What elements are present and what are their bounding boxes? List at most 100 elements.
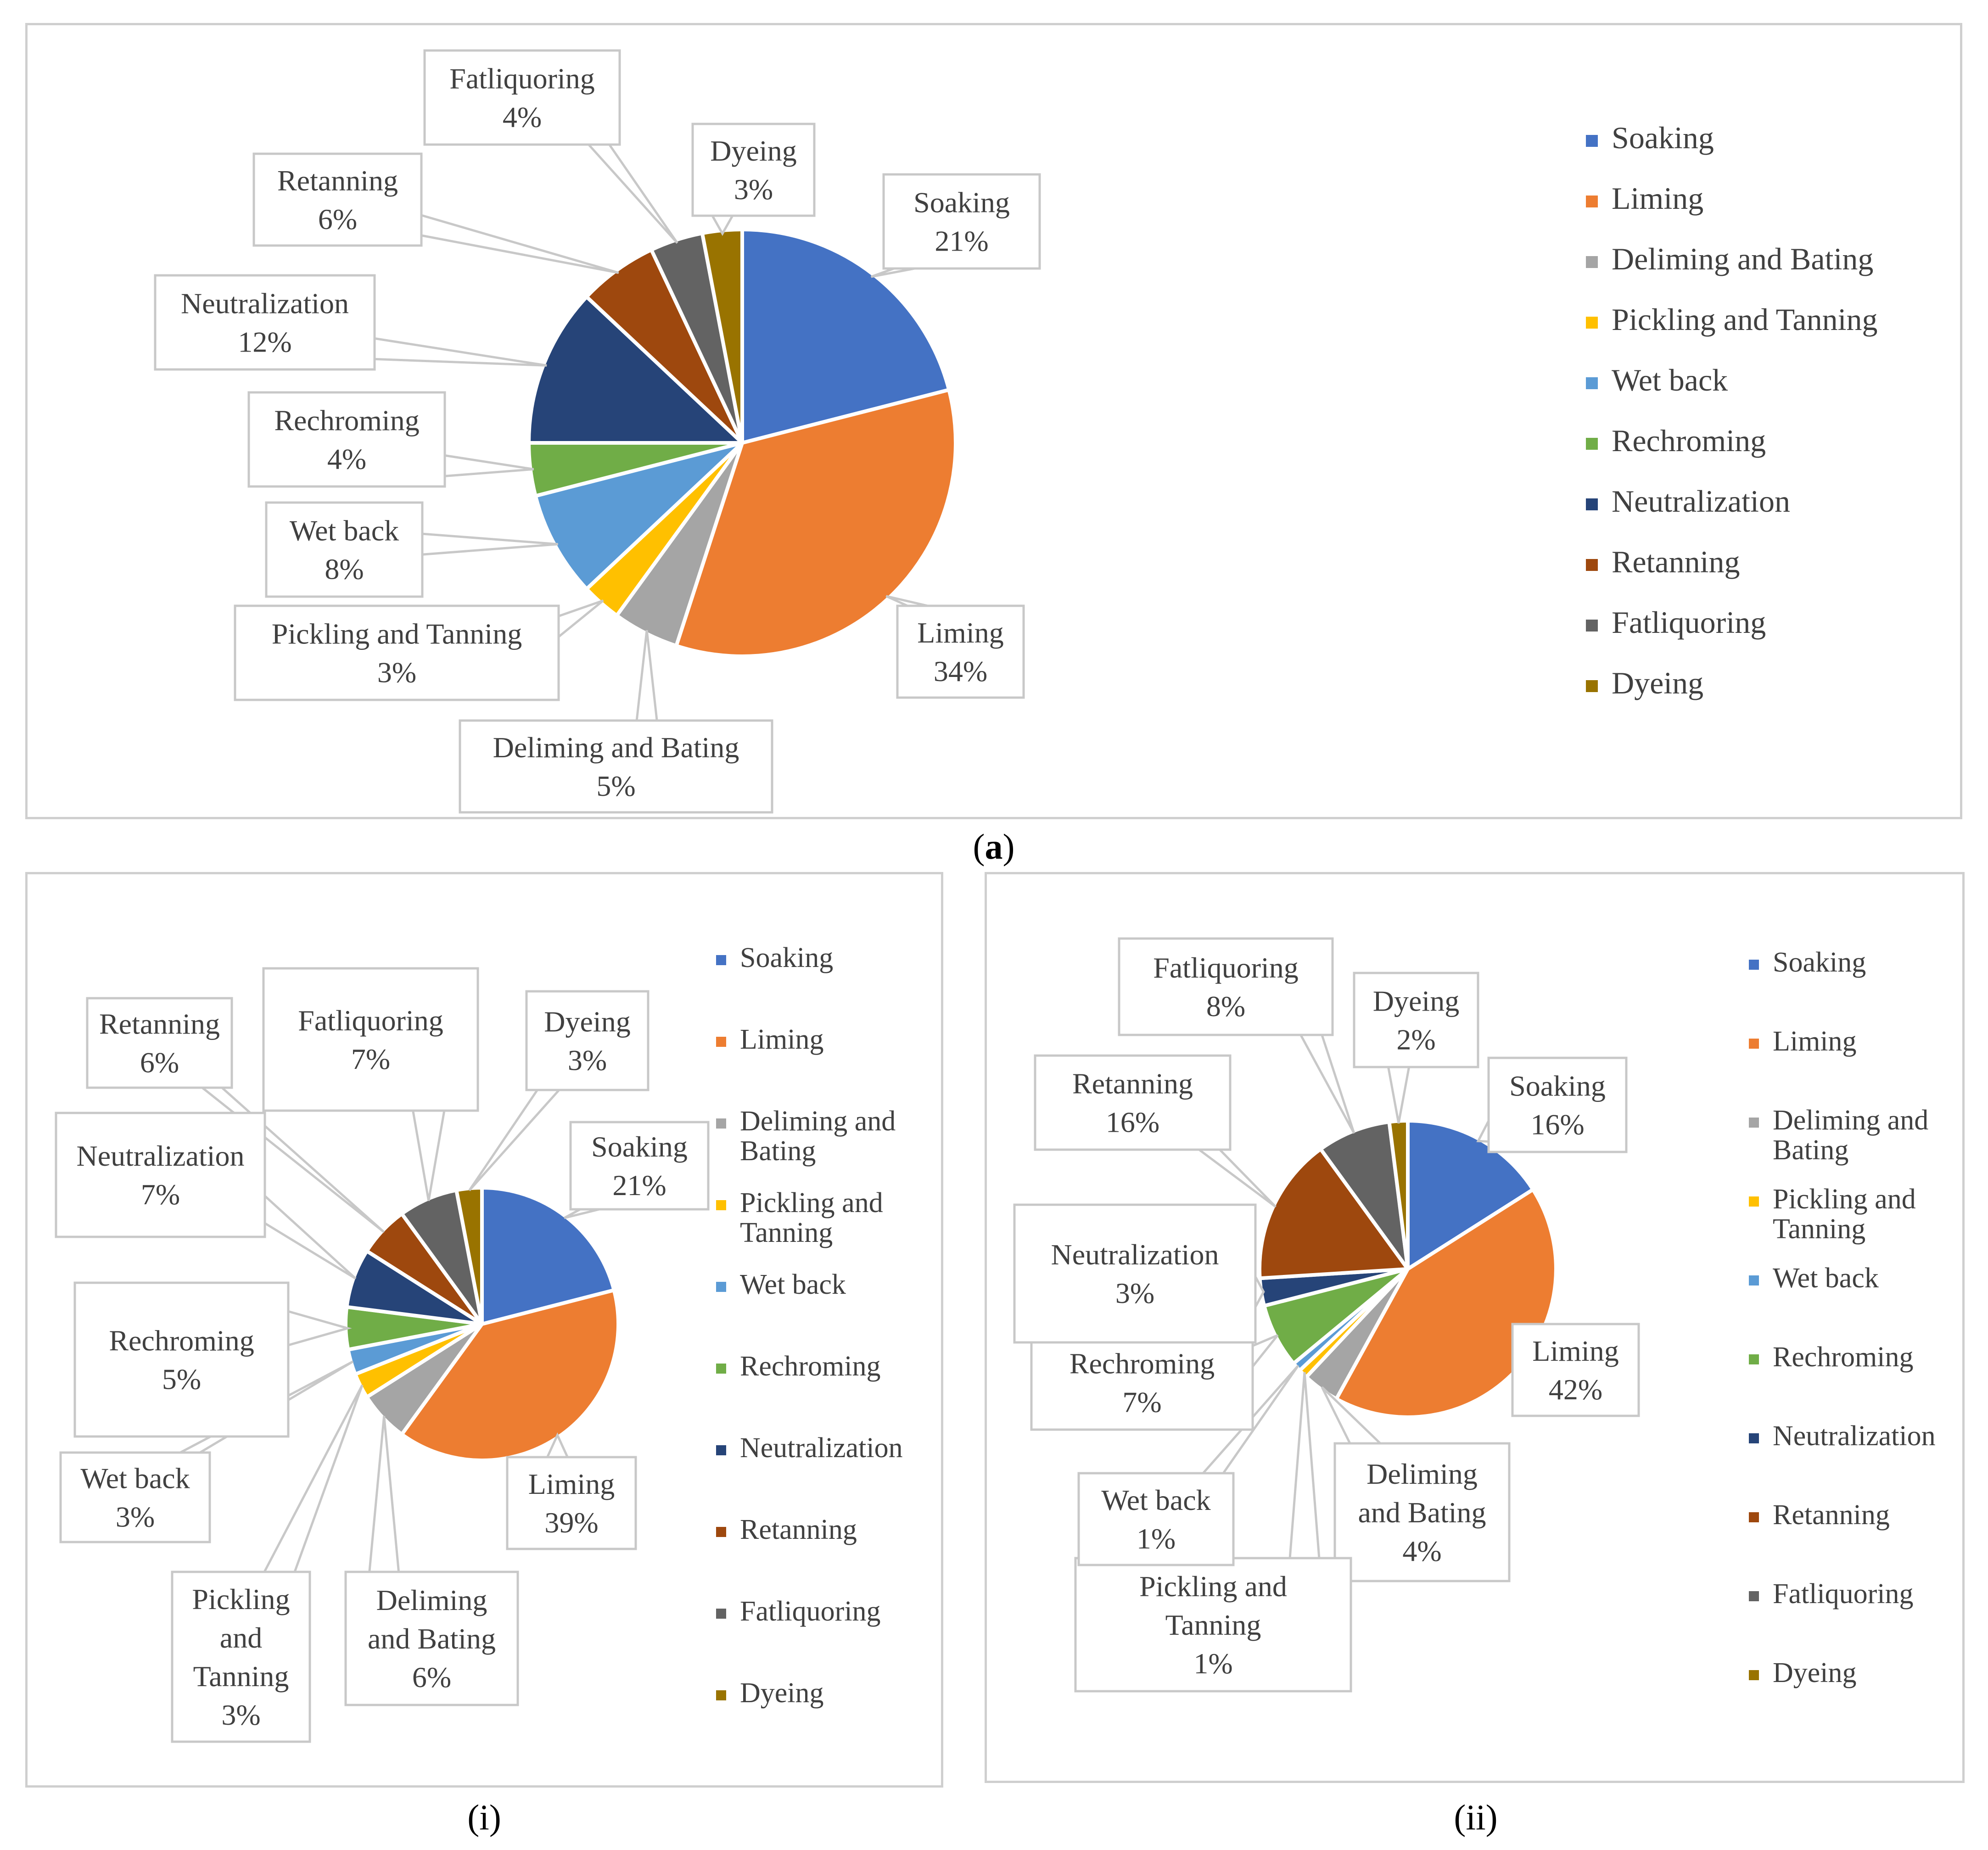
pie-slice-dyeing [454,1186,484,1326]
legend-item-neutralization: Neutralization [1586,485,1790,518]
data-label-wet-back: Wet back 8% [290,514,399,585]
callout-box-fatliquoring [423,49,621,146]
legend-swatch-deliming-and-bating [1586,256,1598,268]
callout-box-soaking [882,173,1041,270]
legend-item-liming: Liming [716,1024,824,1055]
data-label-line: 7% [351,1043,390,1075]
leader-line-soaking [564,1208,600,1219]
legend-label: Wet back [740,1269,846,1300]
chart-panel-a: Soaking 21% Liming 34% Deliming and Bating 5%… [25,23,1962,819]
data-label-liming: Liming 39% [528,1468,615,1539]
callout-box-retanning [252,152,423,247]
legend-swatch-wet-back [1749,1275,1759,1286]
data-label-line: 3% [1115,1277,1154,1309]
legend-label: Soaking [1773,947,1866,978]
data-label-line: 4% [1402,1535,1441,1567]
legend-label: Neutralization [1773,1420,1936,1452]
data-label-dyeing: Dyeing 3% [710,134,796,206]
pie-slices-a [527,227,958,658]
data-label-line: Deliming and Bating [493,731,739,764]
data-label-line: 6% [318,203,357,235]
data-label-wet-back: Wet back 1% [1101,1484,1210,1555]
callout-box-retanning [1034,1054,1232,1151]
data-label-wet-back: Wet back 3% [80,1462,190,1533]
leader-line-dyeing [1387,1067,1411,1123]
leader-line-fatliquoring [1299,1034,1355,1134]
data-label-soaking: Soaking 21% [591,1130,688,1202]
legend-label: Neutralization [740,1432,903,1464]
legend-swatch-soaking [1749,960,1759,970]
callout-box-dyeing [691,123,816,217]
leader-line-fatliquoring [412,1110,446,1201]
caption-a-close: ) [1002,827,1015,866]
callout-box-wet-back [1077,1472,1235,1566]
legend-label: Rechroming [1612,423,1766,458]
legend-item-deliming-and-bating: Deliming and Bating [716,1106,896,1167]
callout-box-soaking [1487,1056,1628,1153]
legend-swatch-deliming-and-bating [1749,1118,1759,1128]
data-label-line: 21% [612,1169,666,1202]
data-label-line: 6% [140,1046,179,1079]
legend-item-pickling-and-tanning: Pickling and Tanning [716,1188,883,1248]
pie-chart-i: Soaking 21% Liming 39% Deliming and Bating 6% P… [55,967,710,1743]
legend-swatch-neutralization [716,1445,726,1456]
leader-line-neutralization [264,1195,357,1280]
data-label-line: 21% [935,224,988,257]
data-label-rechroming: Rechroming 7% [1070,1347,1215,1418]
data-label-line: 16% [1530,1108,1584,1140]
legend-item-rechroming: Rechroming [1586,423,1766,458]
legend-item-retanning: Retanning [1586,544,1740,579]
legend-label: Soaking [740,942,834,973]
leader-line-liming [885,595,928,607]
legend-swatch-fatliquoring [716,1609,726,1619]
legend-item-soaking: Soaking [1749,947,1866,978]
legend-item-dyeing: Dyeing [1586,666,1703,699]
data-label-line: 16% [1106,1106,1159,1138]
legend-swatch-dyeing [1749,1670,1759,1681]
data-label-retanning: Retanning 6% [99,1007,220,1079]
data-label-line: Pickling [192,1583,290,1615]
legend-swatch-retanning [716,1527,726,1537]
legend-label: Soaking [1612,120,1714,155]
legend-swatch-liming [1749,1039,1759,1049]
data-label-line: Neutralization [1051,1238,1219,1271]
data-label-line: Neutralization [181,287,349,319]
pie-slices-ii [1258,1118,1558,1419]
leader-line-liming [546,1432,569,1458]
legend-swatch-wet-back [716,1282,726,1292]
legend-label: Retanning [1612,544,1740,579]
leader-line-neutralization [1254,1276,1265,1308]
pie-chart-a: Soaking 21% Liming 34% Deliming and Bating 5%… [154,49,1041,814]
data-label-line: and Bating [368,1622,496,1655]
data-label-neutralization: Neutralization 7% [76,1140,244,1211]
callout-box-neutralization [154,274,376,371]
callout-box-rechroming [73,1281,290,1438]
leader-line-deliming-and-bating [635,630,658,721]
data-label-rechroming: Rechroming 4% [274,404,419,475]
legend-swatch-soaking [1586,134,1598,147]
data-label-line: Wet back [1101,1484,1210,1516]
callout-box-neutralization [1013,1203,1257,1344]
legend-swatch-fatliquoring [1749,1591,1759,1602]
legend-label: Bating [740,1135,816,1167]
data-label-line: Retanning [99,1007,220,1040]
legend-label: Liming [1773,1026,1857,1057]
data-label-line: Deliming [376,1584,487,1616]
legend-swatch-liming [716,1037,726,1047]
pie-slice-liming [674,388,958,658]
legend-label: Dyeing [1773,1657,1857,1688]
callout-box-pickling-and-tanning [171,1571,311,1743]
caption-i: (i) [467,1797,501,1837]
legend-swatch-soaking [716,955,726,966]
data-label-line: Tanning [193,1660,289,1693]
pie-slice-dyeing [700,227,744,445]
legend-item-deliming-and-bating: Deliming and Bating [1749,1105,1928,1165]
data-label-neutralization: Neutralization 12% [181,287,349,358]
data-label-line: Soaking [591,1130,688,1163]
data-label-line: Wet back [290,514,399,547]
callout-box-soaking [569,1121,710,1211]
data-label-pickling-and-tanning: Pickling and Tanning 3% [272,617,522,688]
data-label-line: Retanning [1072,1067,1193,1100]
callout-box-deliming-and-bating [344,1571,519,1706]
leader-line-neutralization [374,337,547,367]
